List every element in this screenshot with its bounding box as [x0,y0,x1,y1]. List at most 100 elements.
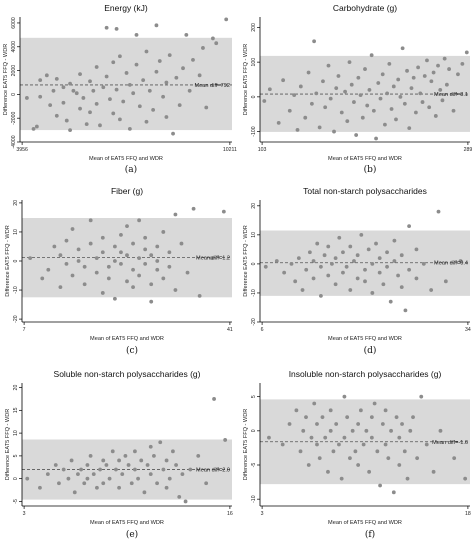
data-point [416,65,421,70]
x-tick-label: 34 [465,327,471,333]
data-point [114,467,118,472]
data-point [447,67,451,71]
data-point [352,259,356,263]
data-point [78,106,82,111]
data-point [400,46,405,51]
data-point [131,285,135,290]
data-point [34,124,39,129]
chart-panel-e: -5 0 5 10 15 20 3 16 Soluble non-starch polysacc… [5,369,233,540]
subfigure-tag: (e) [126,529,138,540]
data-point [167,476,172,481]
data-point [157,59,162,63]
data-point [136,476,140,481]
x-tick-label: 103 [258,147,267,153]
data-point [137,256,142,260]
data-point [88,218,93,223]
data-point [212,397,216,401]
data-point [94,270,99,275]
data-point [377,270,382,275]
data-point [104,463,109,467]
data-point [84,122,89,127]
data-point [58,285,63,290]
data-point [440,98,445,103]
y-tick-label: 200 [251,23,257,32]
data-point [104,74,109,79]
data-point [38,78,43,82]
data-point [44,73,49,78]
data-point [436,63,440,68]
data-point [378,483,382,488]
data-point [204,481,209,486]
data-point [158,440,163,445]
data-point [407,224,411,229]
y-tick-label: 10 [251,232,257,238]
data-point [70,227,75,231]
data-point [442,56,447,61]
data-point [74,91,79,96]
data-point [187,88,192,93]
data-point [126,463,131,467]
data-point [149,253,154,258]
data-point [408,428,413,433]
data-point [85,476,90,481]
data-point [314,91,319,96]
data-point [319,264,323,269]
data-point [392,259,397,263]
data-point [388,299,393,304]
data-point [348,244,353,249]
data-point [315,241,320,246]
data-point [389,428,393,433]
data-point [38,94,43,99]
data-point [402,101,407,106]
data-point [464,50,469,55]
data-point [38,485,42,490]
data-point [71,88,76,93]
y-axis-title: Difference EAT5 FFQ - WDR [243,44,249,116]
data-point [422,74,427,78]
data-point [204,105,209,110]
data-point [167,53,172,57]
y-tick-label: -10 [251,495,257,503]
data-point [161,230,166,234]
data-point [413,110,418,115]
data-point [460,61,465,66]
data-point [72,490,77,495]
data-point [148,472,153,477]
data-point [323,435,328,440]
data-point [411,415,415,420]
data-point [28,256,33,260]
data-point [365,103,370,108]
data-point [298,84,303,89]
data-point [155,259,160,263]
panel-title: Fiber (g) [111,186,143,196]
data-point [364,428,369,433]
data-point [315,422,319,426]
data-point [312,39,317,44]
y-tick-label: 20 [251,203,257,209]
data-point [95,485,99,490]
data-point [68,128,72,132]
x-tick-label: 3 [261,511,264,517]
y-tick-label: 20 [13,385,19,391]
data-point [263,264,268,269]
data-point [106,276,111,281]
data-point [411,75,416,80]
x-tick-label: 3956 [16,147,28,153]
data-point [124,71,129,75]
data-point [118,117,122,122]
data-point [164,458,169,463]
data-point [68,81,72,86]
x-tick-label: 16 [227,511,233,517]
data-point [54,77,59,81]
data-point [334,86,339,91]
data-point [137,104,142,109]
data-point [463,476,468,481]
limits-of-agreement-band [260,230,470,296]
data-point [420,100,425,104]
data-point [66,476,71,481]
data-point [309,435,314,440]
data-point [282,270,287,275]
data-point [385,250,389,255]
data-point [76,247,81,252]
data-point [429,79,434,84]
